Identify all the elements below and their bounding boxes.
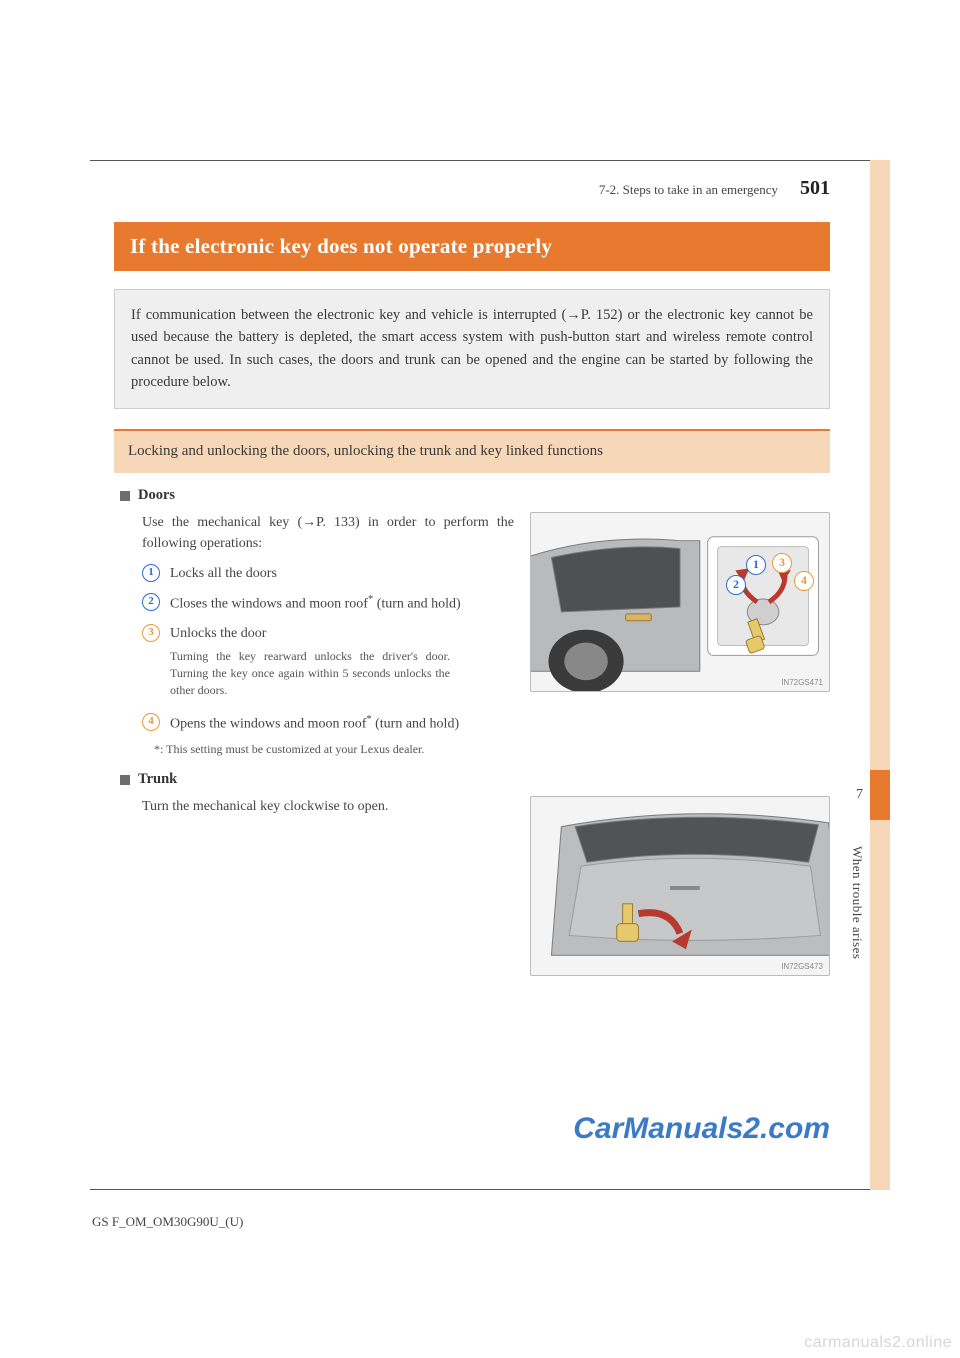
step-number-1: 1 — [142, 564, 160, 582]
bottom-watermark: carmanuals2.online — [796, 1328, 960, 1358]
trunk-illustration: IN72GS473 — [530, 796, 830, 976]
step-text: Locks all the doors — [170, 563, 277, 584]
doors-illustration-column: 1 3 2 4 IN72GS471 — [530, 512, 830, 708]
page-number: 501 — [800, 177, 830, 200]
step-row: 2 Closes the windows and moon roof* (tur… — [142, 592, 514, 615]
doors-footnote: *: This setting must be customized at yo… — [154, 742, 830, 757]
watermark: CarManuals2.com — [573, 1112, 830, 1146]
illus-badge-3: 3 — [772, 553, 792, 573]
step-text: Closes the windows and moon roof* (turn … — [170, 592, 461, 615]
step-text: Opens the windows and moon roof* (turn a… — [170, 712, 459, 735]
page-header: 7-2. Steps to take in an emergency 501 — [90, 161, 870, 208]
content-area: Doors Use the mechanical key (→P. 133) i… — [114, 487, 830, 977]
illus-badge-4: 4 — [794, 571, 814, 591]
trunk-text-column: Turn the mechanical key clockwise to ope… — [114, 796, 514, 976]
intro-text: If communication between the electronic … — [131, 307, 813, 390]
trunk-columns: Turn the mechanical key clockwise to ope… — [114, 796, 830, 976]
page-frame: 7-2. Steps to take in an emergency 501 I… — [90, 160, 870, 1190]
trunk-label: Trunk — [138, 771, 177, 788]
step-text: Unlocks the door — [170, 623, 266, 644]
trunk-illustration-column: IN72GS473 — [530, 796, 830, 976]
step-row: 3 Unlocks the door — [142, 623, 514, 644]
intro-box: If communication between the electronic … — [114, 289, 830, 409]
breadcrumb: 7-2. Steps to take in an emergency — [599, 182, 778, 198]
square-bullet-icon — [120, 491, 130, 501]
illus-tag: IN72GS471 — [781, 678, 823, 687]
car-door-svg — [531, 513, 829, 691]
step-number-2: 2 — [142, 593, 160, 611]
square-bullet-icon — [120, 775, 130, 785]
doors-columns: Use the mechanical key (→P. 133) in orde… — [114, 512, 830, 708]
doors-text-column: Use the mechanical key (→P. 133) in orde… — [114, 512, 514, 708]
section-heading: Locking and unlocking the doors, unlocki… — [114, 429, 830, 473]
trunk-text: Turn the mechanical key clockwise to ope… — [142, 796, 514, 818]
step-3-note: Turning the key rearward unlocks the dri… — [170, 648, 450, 700]
doors-heading-row: Doors — [120, 487, 830, 504]
step-row: 1 Locks all the doors — [142, 563, 514, 584]
side-tab-background — [870, 160, 890, 1190]
step-number-4: 4 — [142, 713, 160, 731]
document-code: GS F_OM_OM30G90U_(U) — [92, 1214, 243, 1230]
illus-badge-2: 2 — [726, 575, 746, 595]
page-title: If the electronic key does not operate p… — [114, 222, 830, 271]
illus-tag: IN72GS473 — [781, 962, 823, 971]
car-trunk-svg — [531, 797, 829, 975]
step-number-3: 3 — [142, 624, 160, 642]
step-row: 4 Opens the windows and moon roof* (turn… — [142, 712, 830, 735]
trunk-heading-row: Trunk — [120, 771, 830, 788]
side-tab-chapter — [870, 770, 890, 820]
doors-intro: Use the mechanical key (→P. 133) in orde… — [142, 512, 514, 555]
illus-badge-1: 1 — [746, 555, 766, 575]
doors-illustration: 1 3 2 4 IN72GS471 — [530, 512, 830, 692]
doors-label: Doors — [138, 487, 175, 504]
